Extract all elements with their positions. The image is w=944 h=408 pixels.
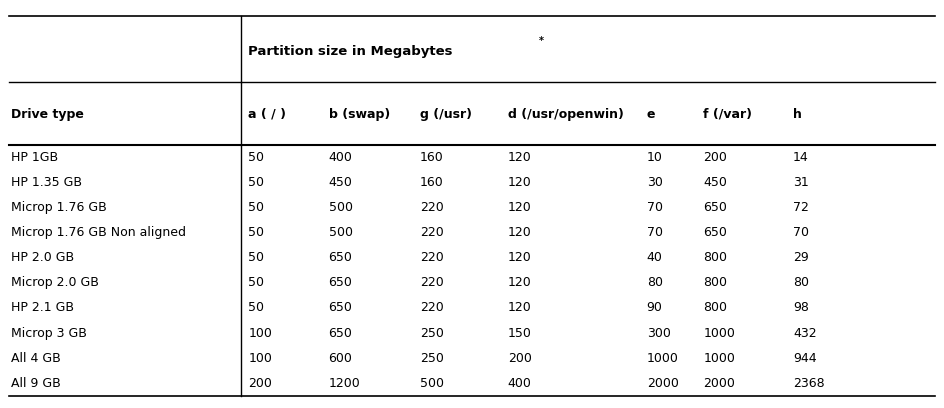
Text: Partition size in Megabytes: Partition size in Megabytes — [248, 44, 453, 58]
Text: 90: 90 — [647, 302, 663, 315]
Text: 200: 200 — [248, 377, 272, 390]
Text: 800: 800 — [703, 276, 727, 289]
Text: 50: 50 — [248, 151, 264, 164]
Text: HP 1.35 GB: HP 1.35 GB — [11, 176, 82, 189]
Text: 80: 80 — [793, 276, 809, 289]
Text: 50: 50 — [248, 226, 264, 239]
Text: h: h — [793, 108, 801, 121]
Text: 160: 160 — [420, 151, 444, 164]
Text: 120: 120 — [508, 201, 531, 214]
Text: All 9 GB: All 9 GB — [11, 377, 61, 390]
Text: 30: 30 — [647, 176, 663, 189]
Text: Microp 1.76 GB: Microp 1.76 GB — [11, 201, 107, 214]
Text: 14: 14 — [793, 151, 809, 164]
Text: 120: 120 — [508, 276, 531, 289]
Text: Microp 2.0 GB: Microp 2.0 GB — [11, 276, 99, 289]
Text: 200: 200 — [508, 352, 531, 365]
Text: 650: 650 — [703, 226, 727, 239]
Text: 250: 250 — [420, 326, 444, 339]
Text: Microp 3 GB: Microp 3 GB — [11, 326, 87, 339]
Text: 50: 50 — [248, 276, 264, 289]
Text: 500: 500 — [329, 226, 352, 239]
Text: 29: 29 — [793, 251, 809, 264]
Text: 100: 100 — [248, 352, 272, 365]
Text: 120: 120 — [508, 176, 531, 189]
Text: 220: 220 — [420, 201, 444, 214]
Text: 160: 160 — [420, 176, 444, 189]
Text: 650: 650 — [329, 326, 352, 339]
Text: d (/usr/openwin): d (/usr/openwin) — [508, 108, 624, 121]
Text: 150: 150 — [508, 326, 531, 339]
Text: 100: 100 — [248, 326, 272, 339]
Text: 400: 400 — [329, 151, 352, 164]
Text: 50: 50 — [248, 302, 264, 315]
Text: HP 1GB: HP 1GB — [11, 151, 59, 164]
Text: 220: 220 — [420, 276, 444, 289]
Text: 120: 120 — [508, 251, 531, 264]
Text: a ( / ): a ( / ) — [248, 108, 286, 121]
Text: 450: 450 — [703, 176, 727, 189]
Text: 400: 400 — [508, 377, 531, 390]
Text: 80: 80 — [647, 276, 663, 289]
Text: 800: 800 — [703, 251, 727, 264]
Text: 70: 70 — [793, 226, 809, 239]
Text: 1200: 1200 — [329, 377, 361, 390]
Text: 500: 500 — [420, 377, 444, 390]
Text: 40: 40 — [647, 251, 663, 264]
Text: 250: 250 — [420, 352, 444, 365]
Text: 70: 70 — [647, 201, 663, 214]
Text: 650: 650 — [329, 251, 352, 264]
Text: 200: 200 — [703, 151, 727, 164]
Text: 650: 650 — [329, 276, 352, 289]
Text: 432: 432 — [793, 326, 817, 339]
Text: e: e — [647, 108, 655, 121]
Text: Microp 1.76 GB Non aligned: Microp 1.76 GB Non aligned — [11, 226, 186, 239]
Text: 31: 31 — [793, 176, 809, 189]
Text: 944: 944 — [793, 352, 817, 365]
Text: 2000: 2000 — [647, 377, 679, 390]
Text: 120: 120 — [508, 226, 531, 239]
Text: 1000: 1000 — [647, 352, 679, 365]
Text: HP 2.1 GB: HP 2.1 GB — [11, 302, 75, 315]
Text: *: * — [539, 36, 544, 46]
Text: 50: 50 — [248, 201, 264, 214]
Text: 500: 500 — [329, 201, 352, 214]
Text: 50: 50 — [248, 251, 264, 264]
Text: 120: 120 — [508, 302, 531, 315]
Text: 10: 10 — [647, 151, 663, 164]
Text: 650: 650 — [329, 302, 352, 315]
Text: 800: 800 — [703, 302, 727, 315]
Text: HP 2.0 GB: HP 2.0 GB — [11, 251, 75, 264]
Text: 1000: 1000 — [703, 326, 735, 339]
Text: 220: 220 — [420, 251, 444, 264]
Text: 650: 650 — [703, 201, 727, 214]
Text: 98: 98 — [793, 302, 809, 315]
Text: 600: 600 — [329, 352, 352, 365]
Text: b (swap): b (swap) — [329, 108, 390, 121]
Text: 1000: 1000 — [703, 352, 735, 365]
Text: Drive type: Drive type — [11, 108, 84, 121]
Text: All 4 GB: All 4 GB — [11, 352, 61, 365]
Text: g (/usr): g (/usr) — [420, 108, 472, 121]
Text: 220: 220 — [420, 226, 444, 239]
Text: f (/var): f (/var) — [703, 108, 752, 121]
Text: 50: 50 — [248, 176, 264, 189]
Text: 2000: 2000 — [703, 377, 735, 390]
Text: 2368: 2368 — [793, 377, 825, 390]
Text: 72: 72 — [793, 201, 809, 214]
Text: 300: 300 — [647, 326, 670, 339]
Text: 70: 70 — [647, 226, 663, 239]
Text: 450: 450 — [329, 176, 352, 189]
Text: 220: 220 — [420, 302, 444, 315]
Text: 120: 120 — [508, 151, 531, 164]
